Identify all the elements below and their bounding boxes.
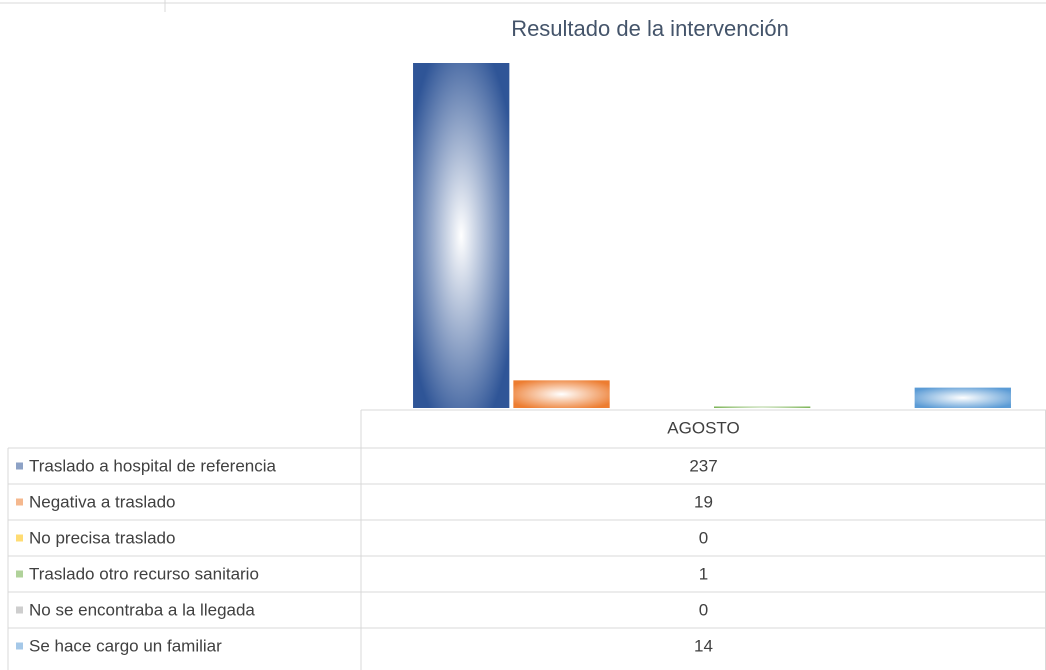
bar (413, 63, 510, 408)
legend-key (16, 642, 23, 650)
legend-key (16, 570, 23, 578)
legend-label: Se hace cargo un familiar (29, 636, 222, 655)
bar (513, 380, 610, 408)
table-value: 237 (689, 456, 717, 475)
legend-label: No se encontraba a la llegada (29, 600, 255, 619)
legend-key (16, 462, 23, 470)
legend-label: No precisa traslado (29, 528, 175, 547)
legend-key (16, 534, 23, 542)
legend-label: Traslado otro recurso sanitario (29, 564, 259, 583)
table-value: 0 (699, 600, 708, 619)
table-value: 1 (699, 564, 708, 583)
table-value: 19 (694, 492, 713, 511)
bar (914, 387, 1011, 408)
legend-key (16, 606, 23, 614)
legend-label: Traslado a hospital de referencia (29, 456, 277, 475)
table-value: 0 (699, 528, 708, 547)
legend-key (16, 498, 23, 506)
legend-label: Negativa a traslado (29, 492, 175, 511)
chart-title: Resultado de la intervención (511, 16, 789, 41)
bar (714, 406, 811, 408)
category-label: AGOSTO (667, 418, 739, 437)
table-value: 14 (694, 636, 713, 655)
